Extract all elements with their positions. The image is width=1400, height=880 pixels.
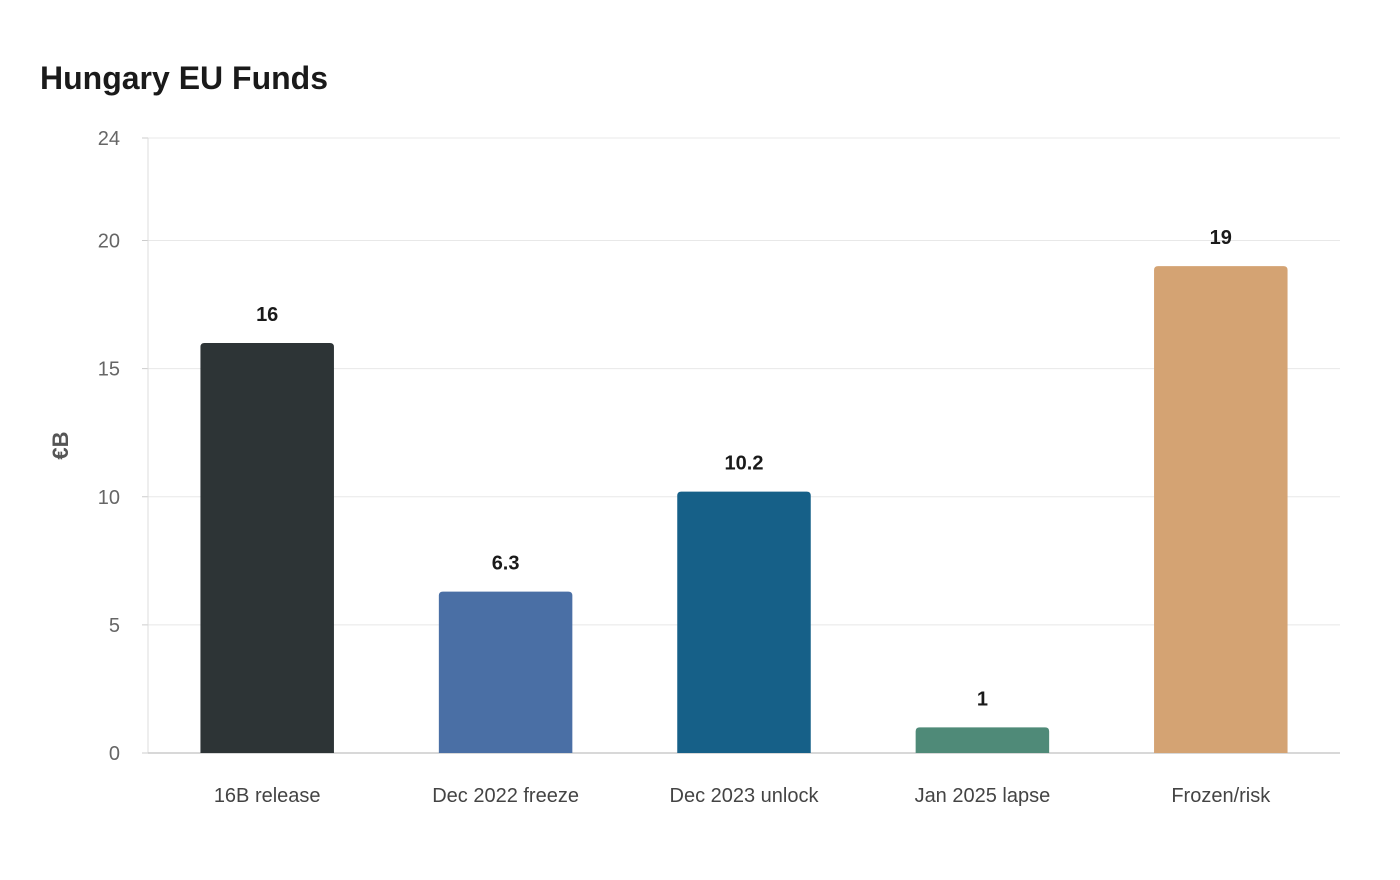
x-category-label: Dec 2023 unlock — [670, 785, 820, 807]
y-tick-label: 24 — [98, 128, 120, 150]
data-label: 6.3 — [492, 553, 520, 575]
bar-16b-release[interactable] — [200, 343, 334, 753]
y-axis-title: €B — [48, 431, 73, 459]
data-label: 10.2 — [725, 453, 764, 475]
x-category-label: Dec 2022 freeze — [432, 785, 579, 807]
bar-jan-2025-lapse[interactable] — [915, 727, 1050, 753]
x-category-label: 16B release — [214, 785, 321, 807]
data-label: 1 — [977, 688, 988, 710]
bar-dec-2022-freeze[interactable] — [438, 591, 573, 753]
data-label: 19 — [1210, 227, 1232, 249]
data-label: 16 — [256, 304, 278, 326]
y-tick-label: 5 — [109, 615, 120, 637]
y-tick-label: 15 — [98, 359, 120, 381]
bars — [200, 266, 1288, 753]
bar-frozen-risk[interactable] — [1154, 266, 1288, 753]
y-tick-label: 20 — [98, 231, 120, 253]
x-category-label: Jan 2025 lapse — [915, 785, 1051, 807]
chart-title: Hungary EU Funds — [40, 60, 329, 96]
y-tick-label: 10 — [98, 487, 120, 509]
y-tick-label: 0 — [109, 743, 120, 765]
labels: 16 16B release 6.3 Dec 2022 freeze 10.2 Dec 2… — [214, 227, 1271, 807]
bar-dec-2023-unlock[interactable] — [677, 491, 811, 753]
x-category-label: Frozen/risk — [1171, 785, 1271, 807]
